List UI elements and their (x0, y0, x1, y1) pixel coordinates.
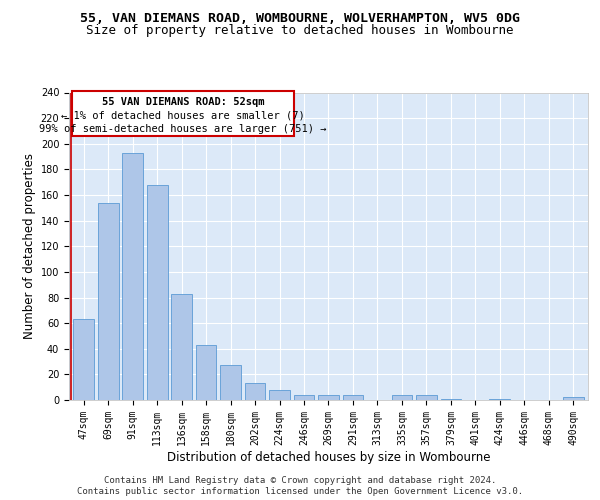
Bar (440, 398, 461, 400)
Bar (318, 395, 339, 400)
Text: Contains public sector information licensed under the Open Government Licence v3: Contains public sector information licen… (77, 488, 523, 496)
Bar (122, 152, 143, 400)
Bar (171, 294, 192, 400)
Bar (269, 390, 290, 400)
Bar (220, 366, 241, 400)
Text: Contains HM Land Registry data © Crown copyright and database right 2024.: Contains HM Land Registry data © Crown c… (104, 476, 496, 485)
Bar (245, 384, 265, 400)
Bar (147, 184, 167, 400)
Bar (392, 395, 412, 400)
Bar (73, 320, 94, 400)
Bar (563, 398, 584, 400)
Text: Size of property relative to detached houses in Wombourne: Size of property relative to detached ho… (86, 24, 514, 37)
Bar (293, 395, 314, 400)
Bar (72, 91, 294, 136)
Bar (196, 345, 217, 400)
Text: ← 1% of detached houses are smaller (7): ← 1% of detached houses are smaller (7) (61, 111, 305, 121)
Y-axis label: Number of detached properties: Number of detached properties (23, 153, 37, 339)
Bar (343, 395, 364, 400)
X-axis label: Distribution of detached houses by size in Wombourne: Distribution of detached houses by size … (167, 450, 490, 464)
Bar (416, 395, 437, 400)
Text: 99% of semi-detached houses are larger (751) →: 99% of semi-detached houses are larger (… (40, 124, 327, 134)
Text: 55 VAN DIEMANS ROAD: 52sqm: 55 VAN DIEMANS ROAD: 52sqm (102, 98, 265, 108)
Bar (490, 398, 510, 400)
Text: 55, VAN DIEMANS ROAD, WOMBOURNE, WOLVERHAMPTON, WV5 0DG: 55, VAN DIEMANS ROAD, WOMBOURNE, WOLVERH… (80, 12, 520, 26)
Bar (98, 202, 119, 400)
